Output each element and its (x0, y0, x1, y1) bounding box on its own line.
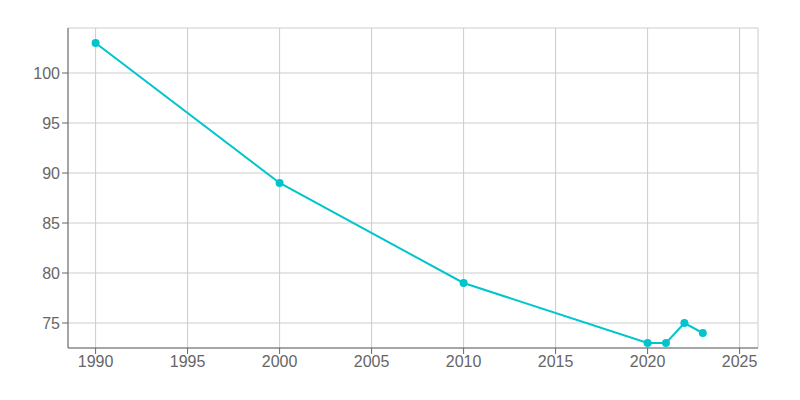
svg-text:2005: 2005 (354, 353, 390, 370)
svg-text:1990: 1990 (78, 353, 114, 370)
svg-text:85: 85 (42, 215, 60, 232)
svg-text:2000: 2000 (262, 353, 298, 370)
svg-text:95: 95 (42, 115, 60, 132)
svg-text:80: 80 (42, 265, 60, 282)
svg-text:2025: 2025 (722, 353, 758, 370)
svg-text:2010: 2010 (446, 353, 482, 370)
svg-text:2015: 2015 (538, 353, 574, 370)
svg-text:1995: 1995 (170, 353, 206, 370)
svg-text:100: 100 (33, 65, 60, 82)
svg-text:90: 90 (42, 165, 60, 182)
svg-text:2020: 2020 (630, 353, 666, 370)
svg-text:75: 75 (42, 315, 60, 332)
